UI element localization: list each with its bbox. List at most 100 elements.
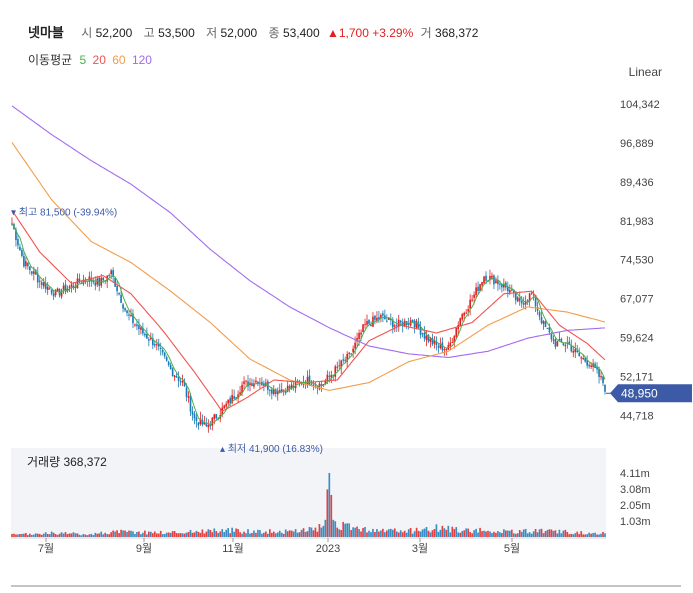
volume-bar [475, 528, 477, 537]
candle-body [366, 321, 368, 325]
volume-bar [336, 527, 339, 537]
candle-body [395, 324, 398, 326]
price-tick-label: 59,624 [620, 333, 654, 345]
volume-bar [397, 532, 400, 537]
volume-bar [229, 533, 231, 537]
ma-5[interactable]: 5 [79, 53, 87, 67]
ma-legend: 이동평균 5 20 60 120 [28, 51, 155, 68]
volume-bar [457, 532, 460, 537]
volume-bar [506, 530, 509, 537]
ma-20[interactable]: 20 [92, 53, 106, 67]
candle-body [354, 342, 356, 349]
volume-bar [362, 527, 364, 537]
volume-bar [445, 529, 448, 537]
volume-bar [465, 528, 468, 537]
candle-body [433, 340, 436, 344]
volume-bar [195, 530, 198, 537]
volume-bar [423, 528, 426, 537]
ma-60[interactable]: 60 [112, 53, 126, 67]
volume-bar [471, 533, 473, 537]
price-tick-label: 74,530 [620, 255, 654, 267]
candle-body [203, 422, 206, 425]
stock-name: 넷마블 [28, 25, 64, 40]
volume-bar [453, 529, 456, 537]
volume-bar [187, 532, 190, 537]
candle-body [391, 319, 394, 328]
volume-bar [522, 529, 525, 537]
volume-bar [330, 495, 333, 537]
candle-body [431, 337, 434, 345]
volume-bar [395, 531, 398, 537]
volume-bar [576, 531, 579, 537]
volume-bar [68, 533, 71, 537]
volume-bar [435, 524, 438, 537]
candle-body [241, 384, 243, 394]
candle-body [223, 405, 226, 409]
volume-bar [34, 533, 37, 537]
volume-bar [604, 533, 606, 537]
volume-bar [516, 533, 519, 537]
close-value: 53,400 [282, 26, 320, 40]
candle-body [356, 338, 358, 342]
candle-body [423, 332, 426, 339]
volume-bar [286, 531, 289, 537]
candle-body [161, 350, 164, 353]
volume-bar [451, 526, 454, 537]
volume-bar [530, 533, 533, 537]
volume-bar [578, 534, 581, 537]
scale-mode-button[interactable]: Linear [628, 65, 662, 79]
volume-bar [411, 533, 414, 537]
candle-body [334, 366, 337, 377]
candle-body [588, 364, 590, 367]
candle-body [429, 338, 432, 342]
candle-body [286, 385, 289, 392]
candle-body [268, 389, 271, 391]
candle-body [227, 399, 230, 404]
x-tick-label: 9월 [136, 542, 152, 555]
candle-body [284, 391, 287, 394]
volume-bar [328, 472, 331, 537]
volume-bar [584, 534, 587, 537]
candle-body [407, 324, 410, 326]
volume-bar [540, 528, 543, 537]
candle-body [352, 348, 354, 353]
candle-body [199, 418, 202, 425]
candle-body [76, 278, 79, 289]
volume-bar [556, 533, 559, 537]
candle-body [124, 308, 126, 311]
candle-body [159, 348, 162, 350]
candle-body [336, 366, 339, 368]
volume-bar [106, 534, 109, 537]
candle-body [15, 229, 17, 241]
price-tick-label: 67,077 [620, 294, 654, 306]
volume-bar [403, 530, 406, 537]
volume-bar [17, 534, 19, 537]
volume-bar [520, 531, 523, 537]
volume-bar [263, 532, 265, 537]
candle-body [497, 280, 499, 285]
candle-body [134, 324, 136, 326]
candle-body [477, 286, 479, 292]
candle-body [177, 377, 180, 381]
candle-body [570, 345, 573, 352]
volume-bar [510, 529, 513, 537]
candle-body [118, 292, 120, 295]
candle-body [459, 318, 462, 326]
candle-body [96, 278, 99, 285]
candle-body [92, 279, 95, 283]
candle-body [403, 320, 406, 327]
volume-bar [82, 534, 85, 537]
candle-body [344, 359, 347, 361]
volume-bar [27, 535, 29, 537]
candle-body [550, 333, 553, 340]
ma-120[interactable]: 120 [131, 53, 152, 67]
volume-bar [56, 534, 59, 537]
candle-body [532, 294, 535, 296]
volume-bar [505, 530, 507, 537]
volume-bar [495, 532, 497, 537]
candle-body [546, 328, 549, 330]
volume-bar [320, 527, 323, 537]
volume-bar [132, 531, 134, 537]
candle-body [205, 423, 208, 427]
